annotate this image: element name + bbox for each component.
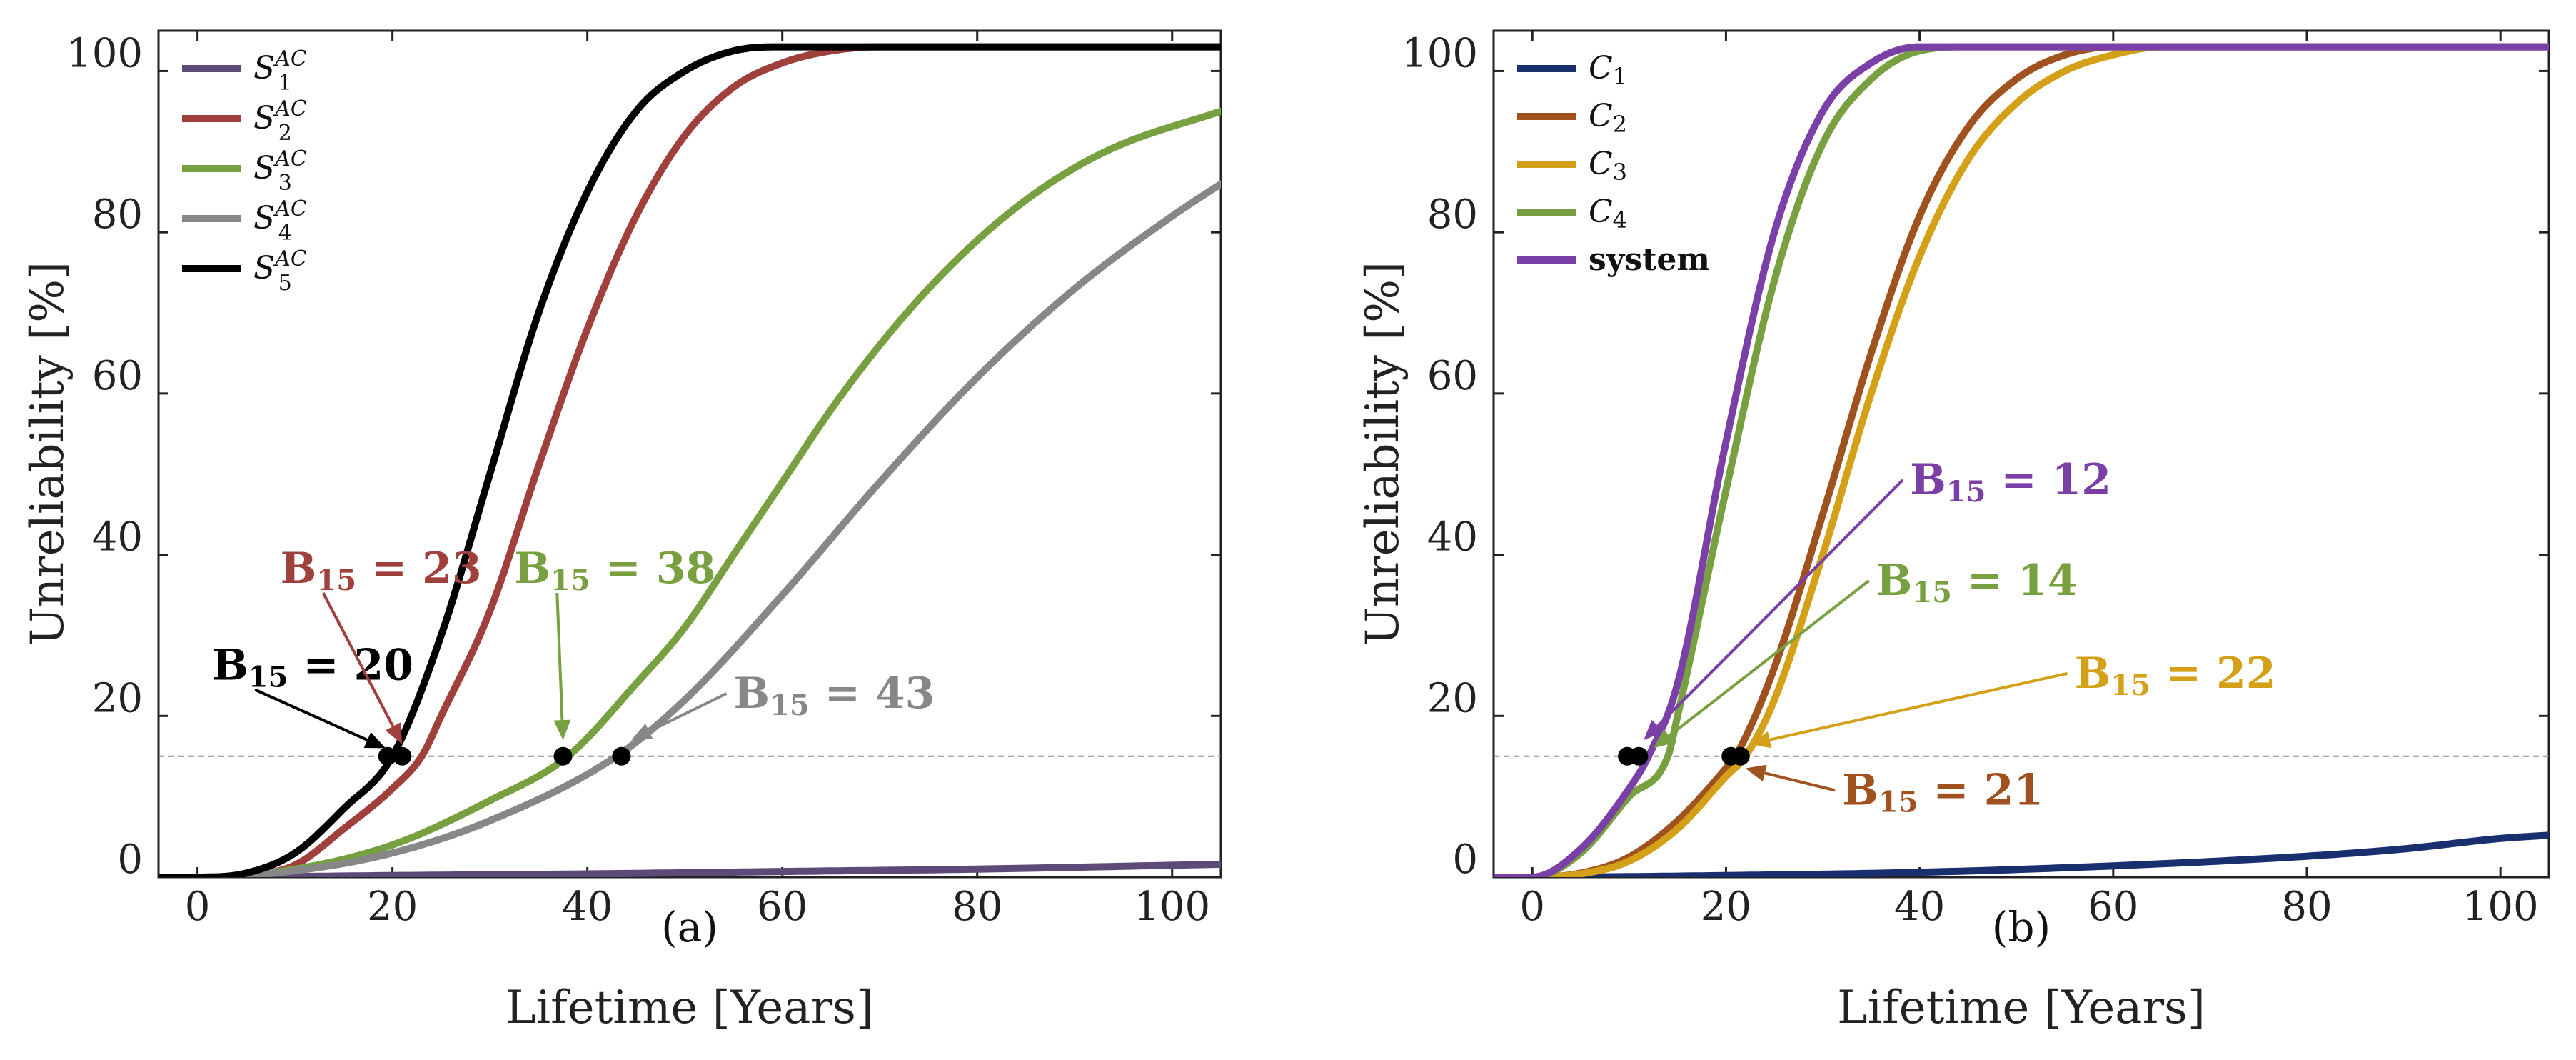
plot-frame xyxy=(1492,29,2550,879)
annotation-arrow-line xyxy=(1668,579,1870,737)
b15-annotation: B15 = 23 xyxy=(281,544,482,597)
series-line-s4 xyxy=(159,180,1221,877)
y-tick-label: 60 xyxy=(92,353,143,399)
x-tick-label: 80 xyxy=(952,884,1002,930)
x-tick-label: 20 xyxy=(1701,884,1751,930)
y-tick-label: 0 xyxy=(1452,836,1478,883)
x-tick-label: 60 xyxy=(2088,884,2138,930)
y-tick-label: 0 xyxy=(117,836,143,883)
y-axis: 0 20 40 60 80 100 xyxy=(1402,30,2549,883)
series-line-s5 xyxy=(159,43,1221,877)
b15-annotation: B15 = 12 xyxy=(1910,455,2111,509)
legend-entry: SAC 1 xyxy=(253,46,307,96)
chart-panel-a: 0 20 40 60 80 100 0 20 40 60 80 100 Lifetime [Year… xyxy=(21,29,1222,1034)
y-axis-label: Unreliability [%] xyxy=(1357,261,1409,646)
y-tick-label: 20 xyxy=(92,675,143,721)
marker-group xyxy=(378,746,631,766)
plot-frame xyxy=(157,29,1222,879)
annotation-arrow-line xyxy=(1656,479,1904,727)
b15-annotation: B15 = 14 xyxy=(1876,556,2078,609)
legend-entry: SAC 2 xyxy=(253,96,307,146)
series-line-c1 xyxy=(1494,831,2549,877)
b15-marker xyxy=(553,746,573,766)
x-tick-label: 100 xyxy=(2462,884,2539,930)
legend-entry: C2 xyxy=(1589,98,1627,138)
b15-annotation: B15 = 21 xyxy=(1842,765,2043,819)
x-tick-label: 80 xyxy=(2281,884,2332,930)
annotation-arrow-head xyxy=(363,732,386,749)
y-tick-label: 80 xyxy=(92,191,143,238)
b15-marker xyxy=(612,746,631,766)
annotation-arrow-line xyxy=(321,592,395,727)
annotation-arrow-line xyxy=(555,592,564,721)
panel-label: (b) xyxy=(1992,903,2051,951)
x-axis-label: Lifetime [Years] xyxy=(1837,981,2205,1034)
legend-entry: C1 xyxy=(1589,50,1627,90)
y-tick-label: 80 xyxy=(1427,191,1478,238)
annotation-group: B15 = 12 B15 = 14 B15 = 22 B15 = 21 xyxy=(1644,455,2276,819)
annotation-arrow-head xyxy=(1644,719,1664,741)
b15-marker xyxy=(1629,746,1649,766)
annotation-arrow-line xyxy=(1769,671,2068,741)
legend-entry: SAC 5 xyxy=(253,246,307,296)
x-tick-label: 20 xyxy=(367,884,418,930)
series-line-s1 xyxy=(159,860,1221,877)
y-axis: 0 20 40 60 80 100 xyxy=(66,30,1221,883)
b15-marker xyxy=(393,746,412,766)
series-group xyxy=(1494,43,2549,877)
annotation-arrow-line xyxy=(254,688,368,741)
panel-label: (a) xyxy=(661,903,718,951)
legend-entry: SAC 4 xyxy=(253,196,307,246)
x-tick-label: 0 xyxy=(185,884,211,930)
b15-annotation: B15 = 38 xyxy=(514,544,715,597)
y-axis-label: Unreliability [%] xyxy=(21,261,74,646)
y-tick-label: 100 xyxy=(1402,30,1478,76)
y-tick-label: 40 xyxy=(92,514,143,561)
series-line-system xyxy=(1494,43,2549,877)
x-tick-label: 40 xyxy=(1894,884,1945,930)
x-axis: 0 20 40 60 80 100 xyxy=(185,31,1210,930)
x-tick-label: 60 xyxy=(757,884,807,930)
annotation-arrow-head xyxy=(553,719,571,741)
annotation-arrow-line xyxy=(648,692,728,733)
y-tick-label: 20 xyxy=(1427,675,1478,721)
x-tick-label: 40 xyxy=(562,884,613,930)
x-axis-label: Lifetime [Years] xyxy=(505,981,874,1034)
annotation-arrow-line xyxy=(1764,771,1836,792)
legend: C1 C2 C3 C4 system xyxy=(1517,50,1710,278)
annotation-arrow-head xyxy=(1653,729,1675,749)
legend-entry: SAC 3 xyxy=(253,146,307,196)
marker-group xyxy=(1618,746,1750,766)
annotation-arrow-head xyxy=(631,724,653,741)
y-tick-label: 40 xyxy=(1427,514,1478,561)
chart-panel-b: 0 20 40 60 80 100 0 20 40 60 80 100 Lifetime [Year… xyxy=(1357,29,2550,1034)
b15-annotation: B15 = 22 xyxy=(2075,649,2276,702)
series-line-s3 xyxy=(159,107,1221,877)
annotation-arrow-head xyxy=(1745,764,1767,781)
legend-entry: C3 xyxy=(1589,146,1627,186)
y-tick-label: 100 xyxy=(66,30,143,76)
annotation-arrow-head xyxy=(1750,731,1772,749)
y-tick-label: 60 xyxy=(1427,353,1478,399)
legend-entry: C4 xyxy=(1589,194,1627,234)
b15-annotation: B15 = 20 xyxy=(212,641,413,694)
x-axis: 0 20 40 60 80 100 xyxy=(1519,31,2539,930)
series-line-s2 xyxy=(159,43,1221,877)
legend-entry: system xyxy=(1589,241,1710,278)
b15-marker xyxy=(378,746,397,766)
annotation-arrow-head xyxy=(385,722,403,744)
series-group xyxy=(159,43,1221,877)
b15-marker xyxy=(1731,746,1750,766)
x-tick-label: 0 xyxy=(1519,884,1545,930)
x-tick-label: 100 xyxy=(1134,884,1210,930)
annotation-group: B15 = 20 B15 = 23 B15 = 38 B15 = 43 xyxy=(212,544,935,749)
b15-annotation: B15 = 43 xyxy=(733,669,935,722)
